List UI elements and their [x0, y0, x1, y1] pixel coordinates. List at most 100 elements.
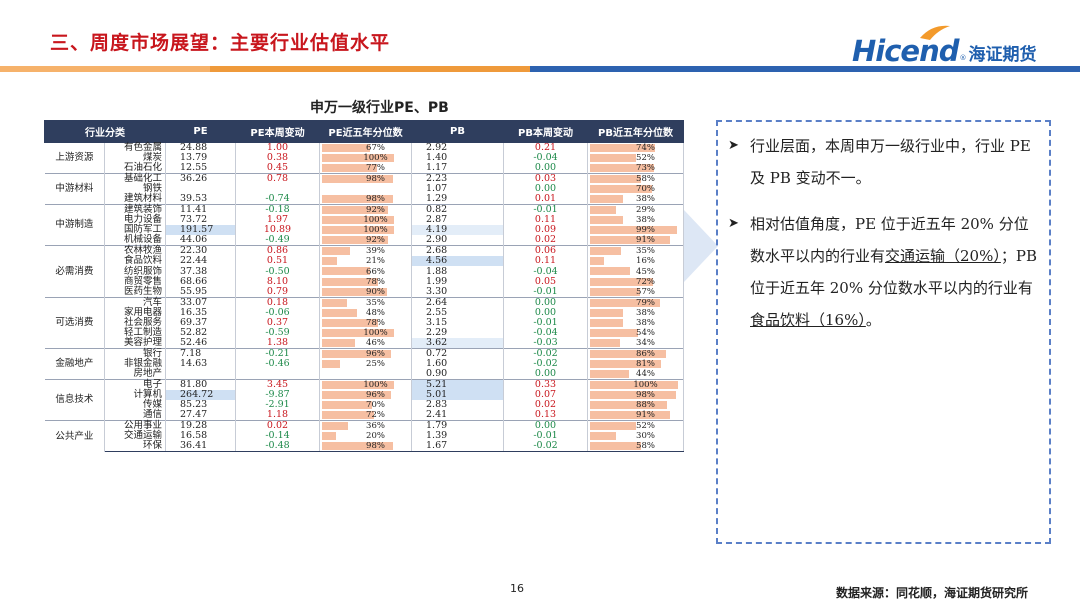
- pe-change: 1.38: [235, 338, 320, 349]
- pe-change: -0.59: [235, 327, 320, 338]
- pe-percentile-bar: [322, 164, 378, 173]
- pb-percentile-label: 98%: [636, 390, 655, 401]
- pb-change: 0.00: [503, 307, 588, 318]
- pe-percentile-bar: [322, 318, 379, 327]
- pe-value: 16.35: [165, 307, 236, 318]
- pe-percentile-bar: [322, 206, 389, 215]
- pe-percentile-label: 36%: [366, 421, 385, 432]
- pe-percentile-bar: [322, 298, 348, 307]
- pb-percentile-label: 100%: [633, 380, 658, 391]
- pb-percentile-label: 38%: [636, 317, 655, 328]
- pb-percentile-label: 16%: [636, 256, 655, 267]
- pe-value: 85.23: [165, 400, 236, 411]
- industry-name: 家用电器: [104, 307, 166, 318]
- pe-percentile-cell: 70%: [319, 400, 412, 411]
- pb-change: -0.04: [503, 153, 588, 164]
- pe-percentile-bar: [322, 381, 394, 390]
- pe-percentile-cell: 92%: [319, 235, 412, 246]
- pe-value: 24.88: [165, 142, 236, 153]
- pe-value: 7.18: [165, 347, 236, 359]
- pe-percentile-bar: [322, 411, 374, 420]
- pb-change: -0.02: [503, 441, 588, 453]
- pb-change: 0.06: [503, 245, 588, 257]
- industry-name: 电力设备: [104, 215, 166, 226]
- pb-percentile-bar: [590, 349, 666, 358]
- table-row: 医药生物 55.95 0.79 90% 3.30 -0.01 57%: [45, 286, 684, 298]
- pe-percentile-cell: 100%: [319, 215, 412, 226]
- pe-percentile-cell: 92%: [319, 204, 412, 216]
- pe-percentile-cell: 100%: [319, 327, 412, 338]
- pe-percentile-cell: 98%: [319, 441, 412, 453]
- table-row: 房地产 0.90 0.00 44%: [45, 369, 684, 380]
- pb-value: 1.99: [411, 276, 504, 287]
- logo-swoosh-icon: [920, 25, 950, 40]
- pb-percentile-cell: 52%: [587, 153, 684, 164]
- table-row: 美容护理 52.46 1.38 46% 3.62 -0.03 34%: [45, 338, 684, 349]
- table-row: 环保 36.41 -0.48 98% 1.67 -0.02 58%: [45, 441, 684, 453]
- highlight-transport: 交通运输（20%）: [885, 247, 1001, 265]
- pe-percentile-bar: [322, 144, 371, 152]
- pb-value: 2.92: [411, 142, 504, 153]
- pb-percentile-label: 52%: [636, 153, 655, 164]
- industry-name: 钢铁: [104, 184, 166, 195]
- logo-text-cn: 海证期货: [968, 45, 1037, 65]
- pe-value: 44.06: [165, 235, 236, 246]
- pe-percentile-label: 100%: [363, 153, 388, 164]
- pe-value: 12.55: [165, 163, 236, 174]
- industry-name: 食品饮料: [104, 256, 166, 267]
- pe-percentile-cell: 66%: [319, 266, 412, 277]
- industry-name: 计算机: [104, 390, 166, 401]
- pb-percentile-label: 57%: [636, 286, 655, 297]
- pb-percentile-bar: [590, 422, 636, 431]
- table-row: 通信 27.47 1.18 72% 2.41 0.13 91%: [45, 410, 684, 421]
- pb-change: 0.11: [503, 215, 588, 226]
- pe-change: 0.38: [235, 153, 320, 164]
- industry-name: 社会服务: [104, 317, 166, 328]
- pe-percentile-cell: 39%: [319, 245, 412, 257]
- pe-change: -0.14: [235, 431, 320, 442]
- pb-percentile-label: 58%: [636, 174, 655, 185]
- commentary-bullet-1: ➤ 行业层面，本周申万一级行业中，行业 PE 及 PB 变动不一。: [728, 130, 1040, 194]
- header-pe-percentile: PE近五年分位数: [319, 120, 412, 143]
- bullet-1-text: 行业层面，本周申万一级行业中，行业 PE 及 PB 变动不一。: [750, 137, 1031, 187]
- pb-percentile-cell: 72%: [587, 276, 684, 287]
- industry-name: 传媒: [104, 400, 166, 411]
- pe-percentile-label: 92%: [366, 235, 385, 246]
- pb-change: 0.01: [503, 194, 588, 205]
- pb-percentile-label: 91%: [636, 235, 655, 246]
- pb-percentile-bar: [590, 338, 620, 347]
- pe-change: 1.00: [235, 142, 320, 153]
- pb-value: 1.17: [411, 163, 504, 174]
- industry-name: 交通运输: [104, 431, 166, 442]
- pb-change: 0.07: [503, 390, 588, 401]
- pb-percentile-label: 86%: [636, 348, 655, 359]
- pb-percentile-bar: [590, 308, 624, 317]
- pe-percentile-label: 96%: [366, 348, 385, 359]
- pe-value: 33.07: [165, 296, 236, 308]
- pb-change: -0.01: [503, 204, 588, 216]
- pe-percentile-cell: 100%: [319, 379, 412, 391]
- pe-value: 22.44: [165, 256, 236, 267]
- pe-percentile-bar: [322, 391, 392, 400]
- pe-change: -0.18: [235, 204, 320, 216]
- pe-percentile-cell: 67%: [319, 142, 412, 153]
- pe-change: 0.79: [235, 286, 320, 298]
- industry-name: 基础化工: [104, 173, 166, 185]
- pe-percentile-label: 98%: [366, 174, 385, 185]
- pe-percentile-bar: [322, 175, 393, 184]
- pe-percentile-label: 100%: [363, 327, 388, 338]
- pb-percentile-bar: [590, 236, 671, 245]
- pb-value: 1.39: [411, 431, 504, 442]
- pe-value: 19.28: [165, 420, 236, 432]
- pb-change: -0.04: [503, 266, 588, 277]
- pb-percentile-cell: 16%: [587, 256, 684, 267]
- pe-percentile-label: 48%: [366, 307, 385, 318]
- table-row: 电力设备 73.72 1.97 100% 2.87 0.11 38%: [45, 215, 684, 226]
- pb-percentile-cell: 54%: [587, 327, 684, 338]
- pe-percentile-bar: [322, 308, 357, 317]
- pe-change: 0.37: [235, 317, 320, 328]
- pe-percentile-label: 21%: [366, 256, 385, 267]
- pb-percentile-cell: 91%: [587, 410, 684, 421]
- highlight-food-beverage: 食品饮料（16%）: [750, 311, 866, 329]
- pe-value: 11.41: [165, 204, 236, 216]
